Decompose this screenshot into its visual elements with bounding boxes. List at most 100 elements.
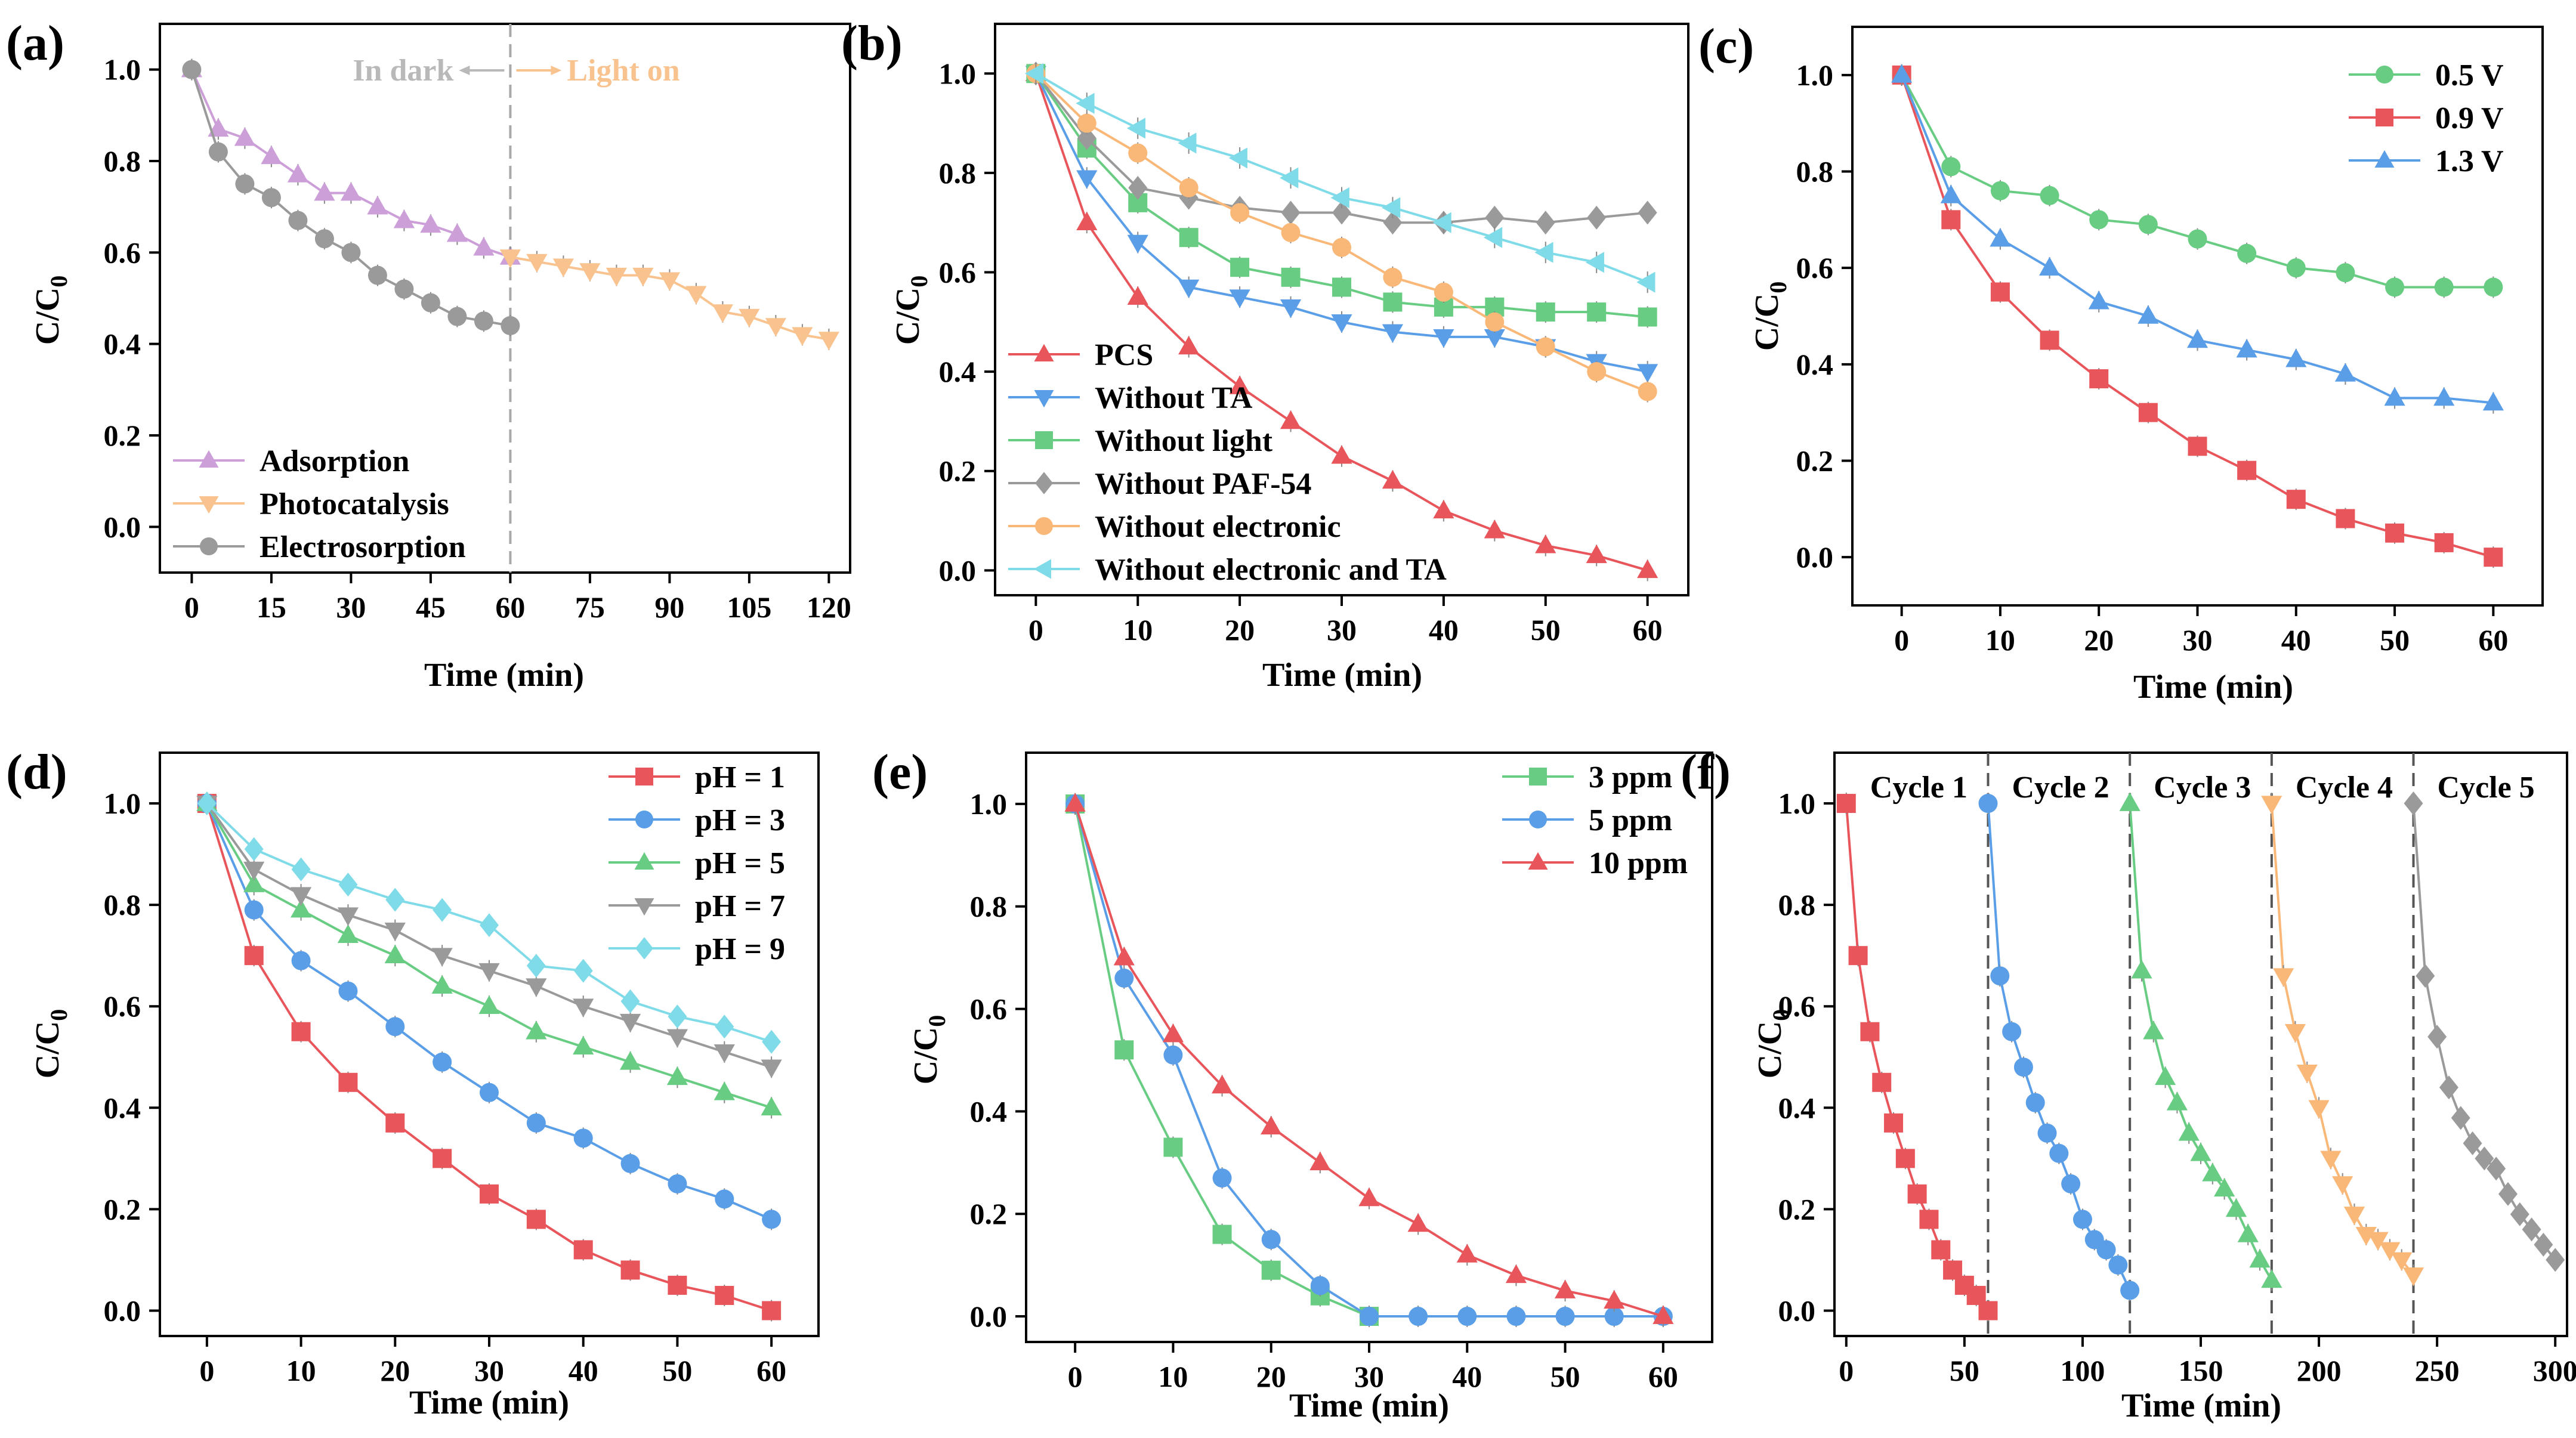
data-point bbox=[2002, 1022, 2022, 1041]
data-point bbox=[2546, 1248, 2565, 1272]
x-tick-label: 30 bbox=[1327, 613, 1357, 647]
y-axis-label: C/C0 bbox=[1749, 282, 1792, 351]
data-point bbox=[1382, 324, 1404, 343]
data-point bbox=[2475, 1146, 2494, 1171]
data-point bbox=[1407, 1213, 1429, 1232]
x-tick-label: 50 bbox=[1531, 613, 1561, 647]
data-point bbox=[1281, 200, 1301, 225]
series-electrosorption bbox=[182, 58, 520, 336]
cycle-label: Cycle 5 bbox=[2438, 771, 2535, 805]
y-tick-label: 0.2 bbox=[1796, 444, 1834, 478]
x-tick-label: 60 bbox=[1633, 613, 1663, 647]
data-point bbox=[1229, 289, 1250, 308]
data-point bbox=[480, 1083, 499, 1102]
data-point bbox=[243, 861, 265, 880]
data-point bbox=[573, 1240, 593, 1260]
data-point bbox=[668, 1004, 687, 1029]
data-point bbox=[579, 263, 601, 282]
data-point bbox=[526, 978, 547, 997]
data-point bbox=[2534, 1232, 2553, 1257]
data-point bbox=[1941, 157, 1961, 177]
data-point bbox=[433, 1149, 452, 1168]
y-axis-label-main: C/C bbox=[1749, 293, 1786, 351]
y-tick-label: 0.2 bbox=[104, 1192, 141, 1226]
data-point bbox=[1990, 282, 2010, 302]
data-point bbox=[291, 857, 311, 882]
data-point bbox=[1178, 336, 1200, 355]
x-tick-label: 0 bbox=[1894, 623, 1909, 657]
y-tick-label: 0.8 bbox=[1796, 155, 1834, 188]
data-point bbox=[2273, 968, 2294, 987]
data-point bbox=[385, 887, 405, 912]
x-tick-label: 0 bbox=[184, 590, 199, 624]
data-point bbox=[1931, 1240, 1951, 1260]
x-tick-label: 30 bbox=[474, 1354, 504, 1387]
data-point bbox=[2013, 1057, 2033, 1077]
data-point bbox=[1604, 1289, 1625, 1309]
data-point bbox=[573, 998, 594, 1018]
series-0-9-v bbox=[1892, 64, 2503, 568]
legend-label: 10 ppm bbox=[1589, 846, 1688, 880]
data-point bbox=[1872, 1072, 1892, 1092]
y-axis-label-subscript: 0 bbox=[906, 276, 932, 287]
data-point bbox=[2487, 1156, 2506, 1181]
series-ph-3 bbox=[197, 793, 782, 1230]
data-point bbox=[1332, 200, 1351, 225]
legend-marker bbox=[2376, 109, 2393, 126]
x-tick-label: 60 bbox=[1648, 1360, 1678, 1393]
data-point bbox=[2484, 548, 2503, 567]
y-axis-label-main: C/C bbox=[889, 287, 926, 345]
data-point bbox=[1586, 544, 1607, 564]
y-tick-label: 0.4 bbox=[104, 1091, 141, 1124]
data-point bbox=[2379, 1242, 2401, 1261]
series-10-ppm bbox=[1064, 793, 1674, 1328]
data-point bbox=[2261, 1269, 2282, 1288]
legend-label: Photocatalysis bbox=[260, 487, 449, 521]
data-point bbox=[632, 267, 654, 287]
data-point bbox=[1382, 470, 1404, 489]
data-point bbox=[1456, 1244, 1478, 1263]
data-point bbox=[2138, 215, 2158, 234]
data-point bbox=[1076, 170, 1098, 189]
x-tick-label: 15 bbox=[257, 590, 286, 624]
data-point bbox=[2236, 339, 2257, 358]
data-point bbox=[1064, 793, 1086, 812]
y-tick-label: 0.6 bbox=[1778, 989, 1816, 1023]
data-point bbox=[1128, 175, 1148, 200]
y-tick-label: 0.2 bbox=[1778, 1192, 1816, 1226]
data-point bbox=[261, 188, 281, 208]
data-point bbox=[526, 1210, 546, 1229]
arrow-right-head-icon bbox=[551, 66, 562, 75]
series-cycle-4 bbox=[2261, 793, 2424, 1287]
data-point bbox=[2482, 392, 2504, 411]
data-point bbox=[2025, 1093, 2045, 1112]
data-point bbox=[1990, 228, 2011, 247]
data-point bbox=[433, 1052, 452, 1072]
data-point bbox=[1383, 267, 1403, 287]
data-point bbox=[1483, 227, 1503, 248]
data-point bbox=[2061, 1174, 2081, 1193]
data-point bbox=[2120, 1281, 2140, 1300]
data-point bbox=[2439, 1075, 2458, 1100]
x-tick-label: 60 bbox=[495, 590, 525, 624]
data-point bbox=[1891, 64, 1913, 83]
data-point bbox=[2286, 490, 2306, 509]
data-point bbox=[714, 1081, 735, 1100]
data-point bbox=[1229, 375, 1250, 394]
series-photocatalysis bbox=[499, 246, 839, 351]
data-point bbox=[314, 182, 335, 201]
data-point bbox=[478, 995, 500, 1015]
legend-marker bbox=[635, 937, 653, 960]
y-axis-label-subscript: 0 bbox=[45, 1009, 72, 1021]
x-tick-label: 75 bbox=[575, 590, 605, 624]
data-point bbox=[1127, 286, 1148, 305]
data-point bbox=[620, 989, 640, 1013]
legend-marker bbox=[1034, 390, 1054, 408]
data-point bbox=[431, 975, 453, 994]
legend-marker bbox=[1529, 768, 1547, 786]
data-point bbox=[2427, 1025, 2447, 1049]
data-point bbox=[2072, 1210, 2092, 1229]
data-point bbox=[1383, 292, 1403, 312]
data-point bbox=[1230, 203, 1250, 222]
data-point bbox=[394, 279, 414, 299]
